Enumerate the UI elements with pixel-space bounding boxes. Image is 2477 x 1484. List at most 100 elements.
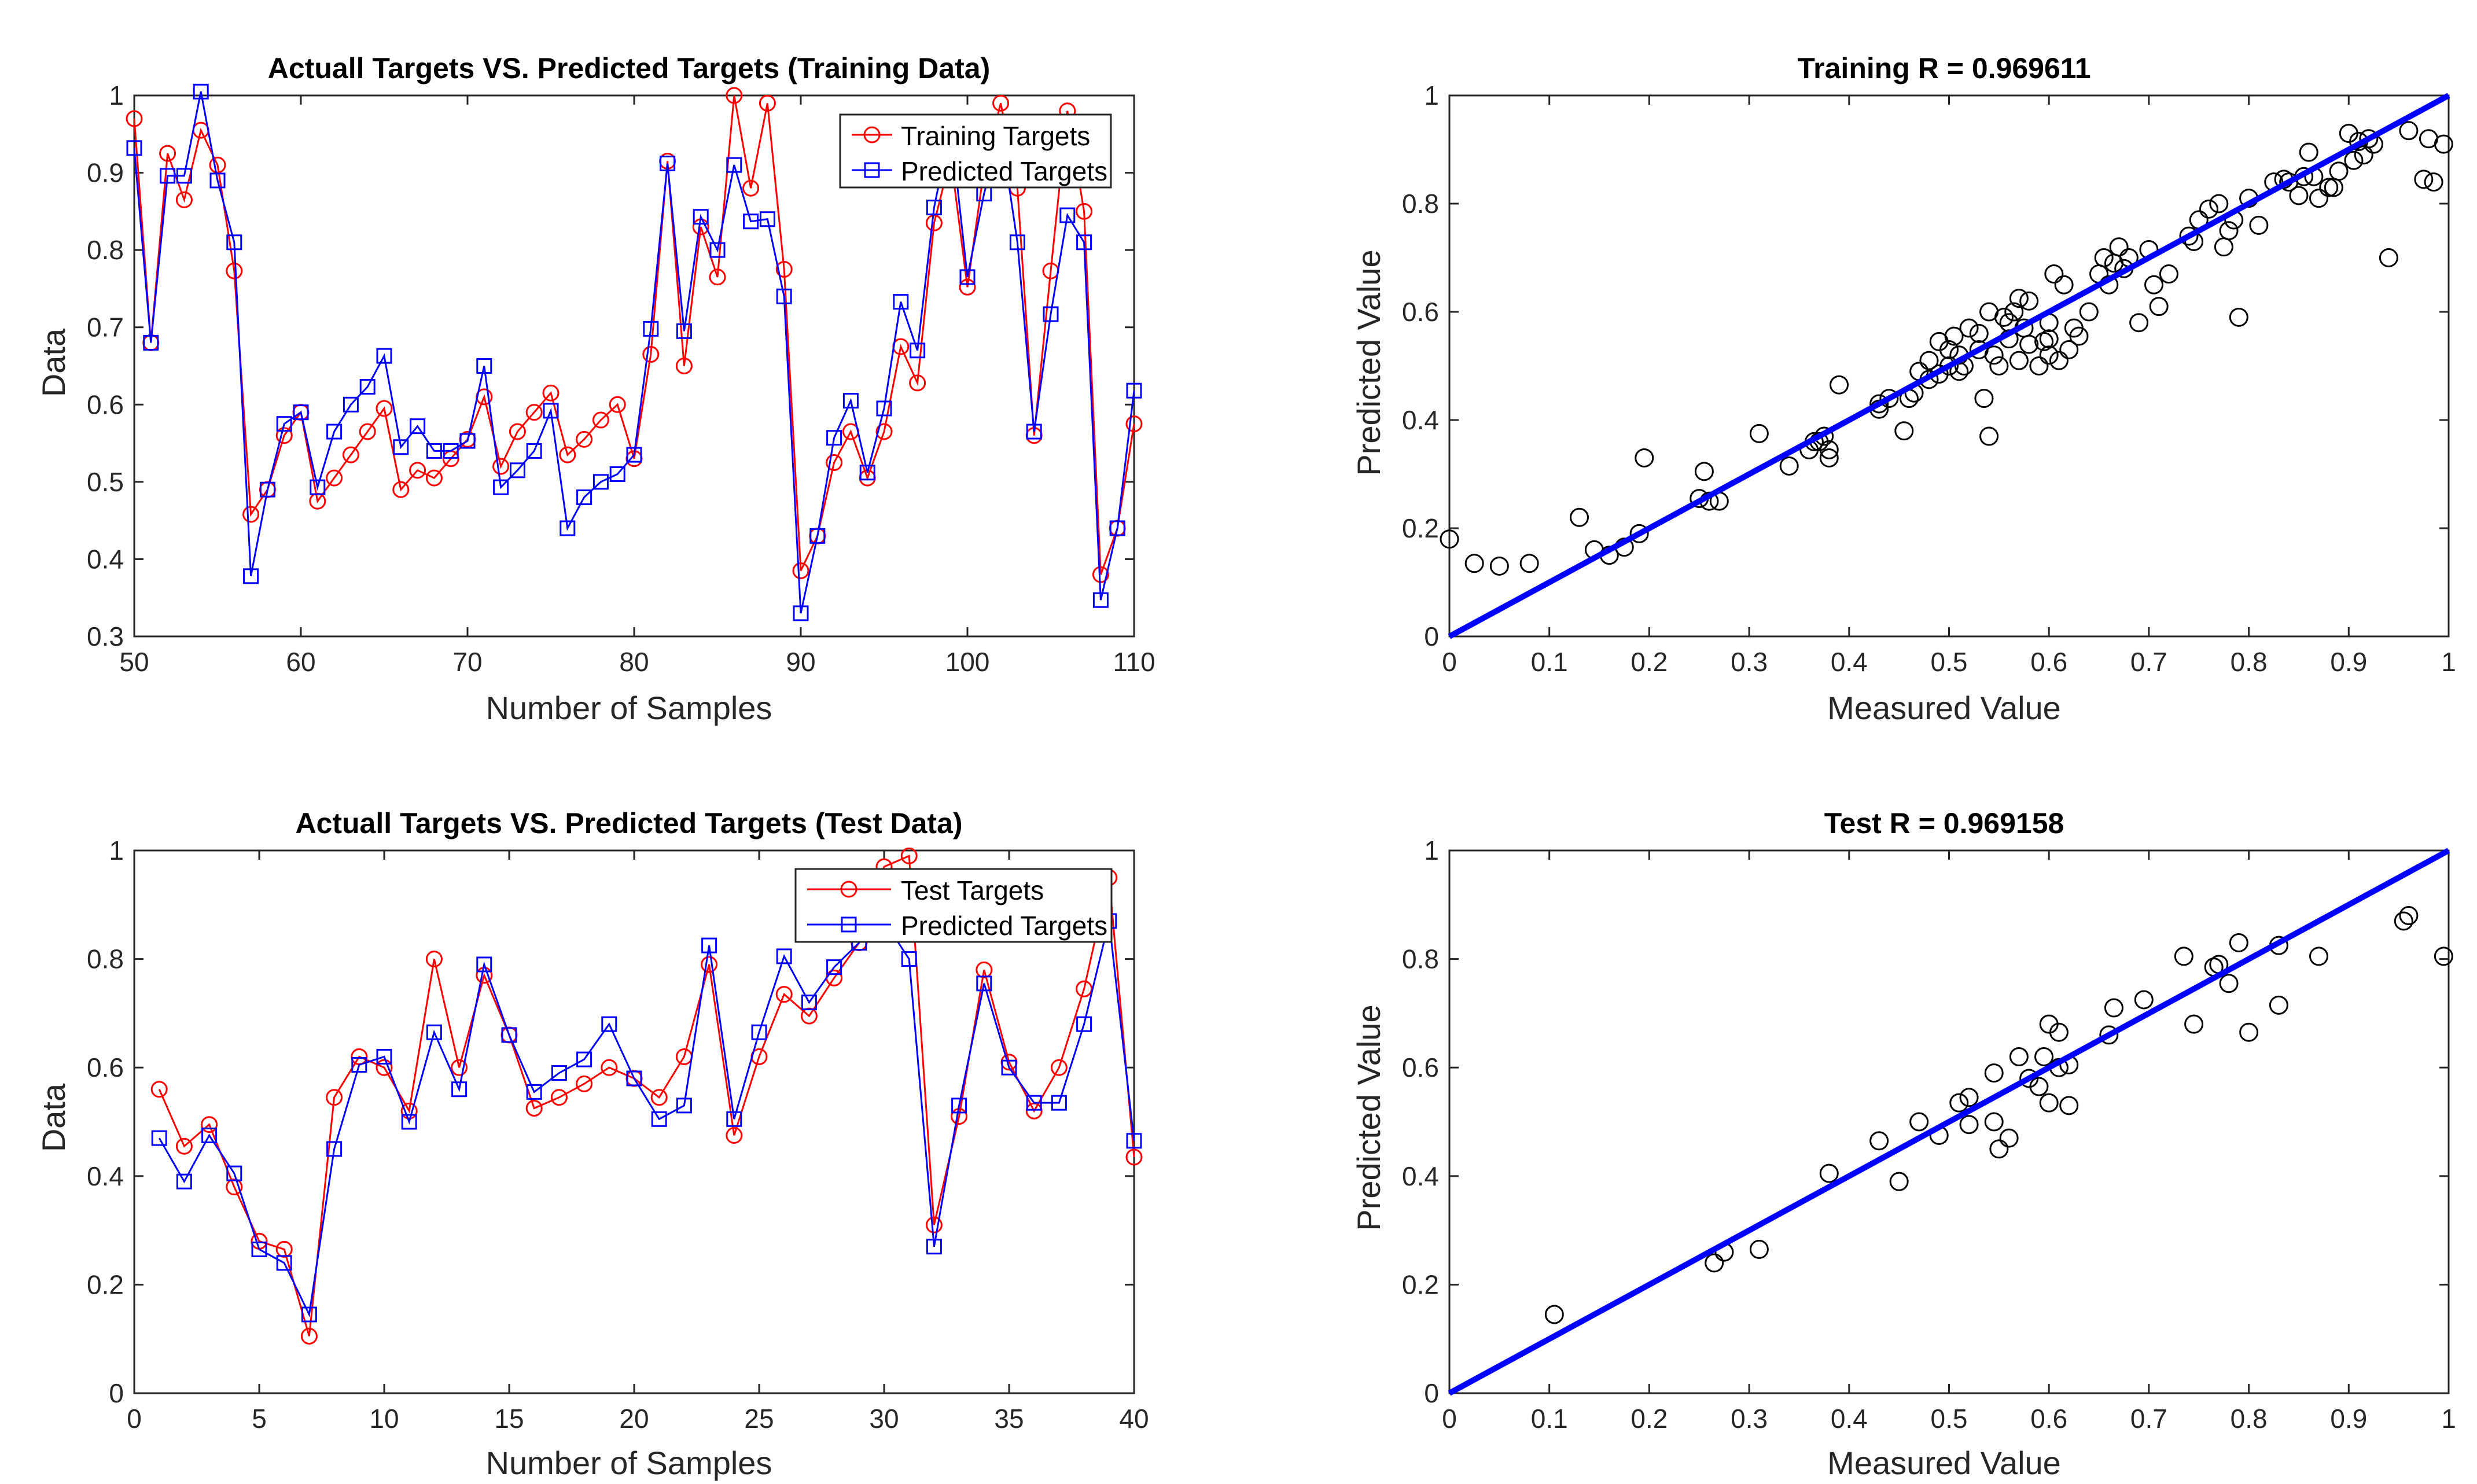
scatter-point: [2239, 1022, 2259, 1042]
scatter-point: [2009, 1047, 2029, 1066]
predicted-point: [151, 1130, 167, 1146]
target-point: [400, 1102, 418, 1120]
x-tick-label: 80: [619, 647, 649, 677]
scatter-point: [2104, 998, 2123, 1018]
predicted-point: [243, 568, 259, 584]
y-axis-label: Predicted Value: [1350, 249, 1387, 476]
scatter-point: [1819, 1163, 1839, 1183]
legend: Training Targets Predicted Targets: [839, 113, 1112, 189]
scatter-point: [2434, 947, 2453, 966]
predicted-point: [1092, 592, 1109, 608]
scatter-point: [2359, 129, 2379, 149]
target-point: [525, 1100, 543, 1117]
x-tick-label: 5: [252, 1404, 267, 1434]
predicted-point: [410, 418, 426, 434]
scatter-point: [2109, 237, 2129, 257]
predicted-point: [126, 140, 142, 156]
scatter-point: [2019, 291, 2039, 311]
x-tick-label: 0.4: [1831, 1404, 1868, 1434]
legend-predicted-label: Predicted Targets: [901, 156, 1107, 186]
target-point: [576, 430, 593, 448]
target-point: [451, 1059, 468, 1076]
x-tick-label: 0.2: [1631, 647, 1668, 677]
scatter-point: [2019, 334, 2039, 354]
predicted-point: [626, 447, 642, 463]
predicted-point: [143, 334, 159, 351]
target-point: [675, 358, 693, 374]
scatter-point: [2309, 947, 2328, 966]
scatter-point: [2329, 161, 2349, 181]
target-point: [275, 1240, 293, 1258]
scatter-point: [2094, 248, 2114, 267]
x-tick-label: 1: [2441, 1404, 2456, 1434]
predicted-point: [676, 1098, 692, 1114]
scatter-point: [1519, 554, 1539, 573]
scatter-point: [2219, 221, 2239, 241]
predicted-point: [343, 396, 359, 413]
predicted-point: [310, 479, 326, 495]
scatter-point: [2414, 170, 2434, 189]
y-tick-label: 0.4: [1402, 1161, 1439, 1191]
scatter-point: [2319, 178, 2339, 197]
y-tick-label: 0.6: [87, 1052, 124, 1082]
target-point: [201, 1116, 218, 1133]
target-point: [126, 110, 143, 127]
y-tick-label: 0: [109, 1378, 124, 1408]
scatter-point: [2029, 356, 2049, 375]
scatter-point: [1694, 462, 1714, 481]
predicted-point: [276, 416, 292, 432]
target-point: [326, 1089, 343, 1106]
predicted-point: [526, 1084, 542, 1100]
chart-title: Actuall Targets VS. Predicted Targets (T…: [268, 52, 990, 84]
scatter-point: [1994, 307, 2014, 327]
predicted-point: [643, 321, 659, 337]
scatter-point: [1489, 556, 1509, 576]
predicted-point: [401, 1114, 417, 1130]
scatter-point: [2004, 302, 2024, 322]
target-point: [175, 191, 193, 208]
predicted-point: [609, 466, 625, 482]
x-tick-label: 0.9: [2330, 647, 2367, 677]
scatter-point: [1959, 1115, 1979, 1135]
y-tick-label: 0.2: [1402, 1269, 1439, 1299]
scatter-point: [1440, 529, 1459, 549]
scatter-point: [1944, 326, 1964, 346]
scatter-point: [1959, 1088, 1979, 1107]
scatter-point: [1894, 421, 1914, 441]
target-point: [650, 1089, 668, 1106]
test-series-panel: 0 5 10 15 20 25 30 35 40 0 0.2 0.4 0.6 0.8 1 Actuall T…: [35, 807, 1149, 1481]
scatter-point: [2099, 1025, 2119, 1045]
predicted-point: [393, 439, 409, 455]
scatter-point: [1889, 1172, 1909, 1191]
predicted-point: [576, 1051, 592, 1067]
predicted-point: [876, 400, 892, 417]
x-tick-label: 35: [994, 1404, 1024, 1434]
target-point: [150, 1081, 168, 1098]
predicted-point: [226, 1165, 242, 1181]
predicted-point: [801, 995, 817, 1011]
target-point: [959, 278, 976, 296]
target-point: [875, 423, 893, 440]
predicted-point: [476, 956, 492, 973]
scatter-point: [1869, 1131, 1889, 1151]
predicted-point: [751, 1024, 767, 1040]
predicted-point: [910, 343, 926, 359]
predicted-point: [426, 1024, 442, 1040]
target-point: [550, 1089, 568, 1106]
x-tick-label: 0: [127, 1404, 142, 1434]
target-point: [601, 1059, 618, 1076]
predicted-series-line: [158, 919, 1135, 1317]
x-tick-label: 0.4: [1831, 647, 1868, 677]
predicted-point: [1076, 1016, 1092, 1032]
predicted-point: [1026, 424, 1042, 440]
scatter-point: [2049, 1022, 2069, 1042]
target-point: [342, 446, 359, 463]
target-point: [209, 156, 226, 174]
fit-line: [1448, 848, 2450, 1396]
predicted-point: [626, 1070, 642, 1087]
target-point: [1125, 1148, 1143, 1166]
scatter-point: [1949, 1093, 1969, 1113]
predicted-point: [176, 168, 192, 184]
scatter-point: [1544, 1305, 1564, 1324]
predicted-point: [251, 1241, 267, 1257]
